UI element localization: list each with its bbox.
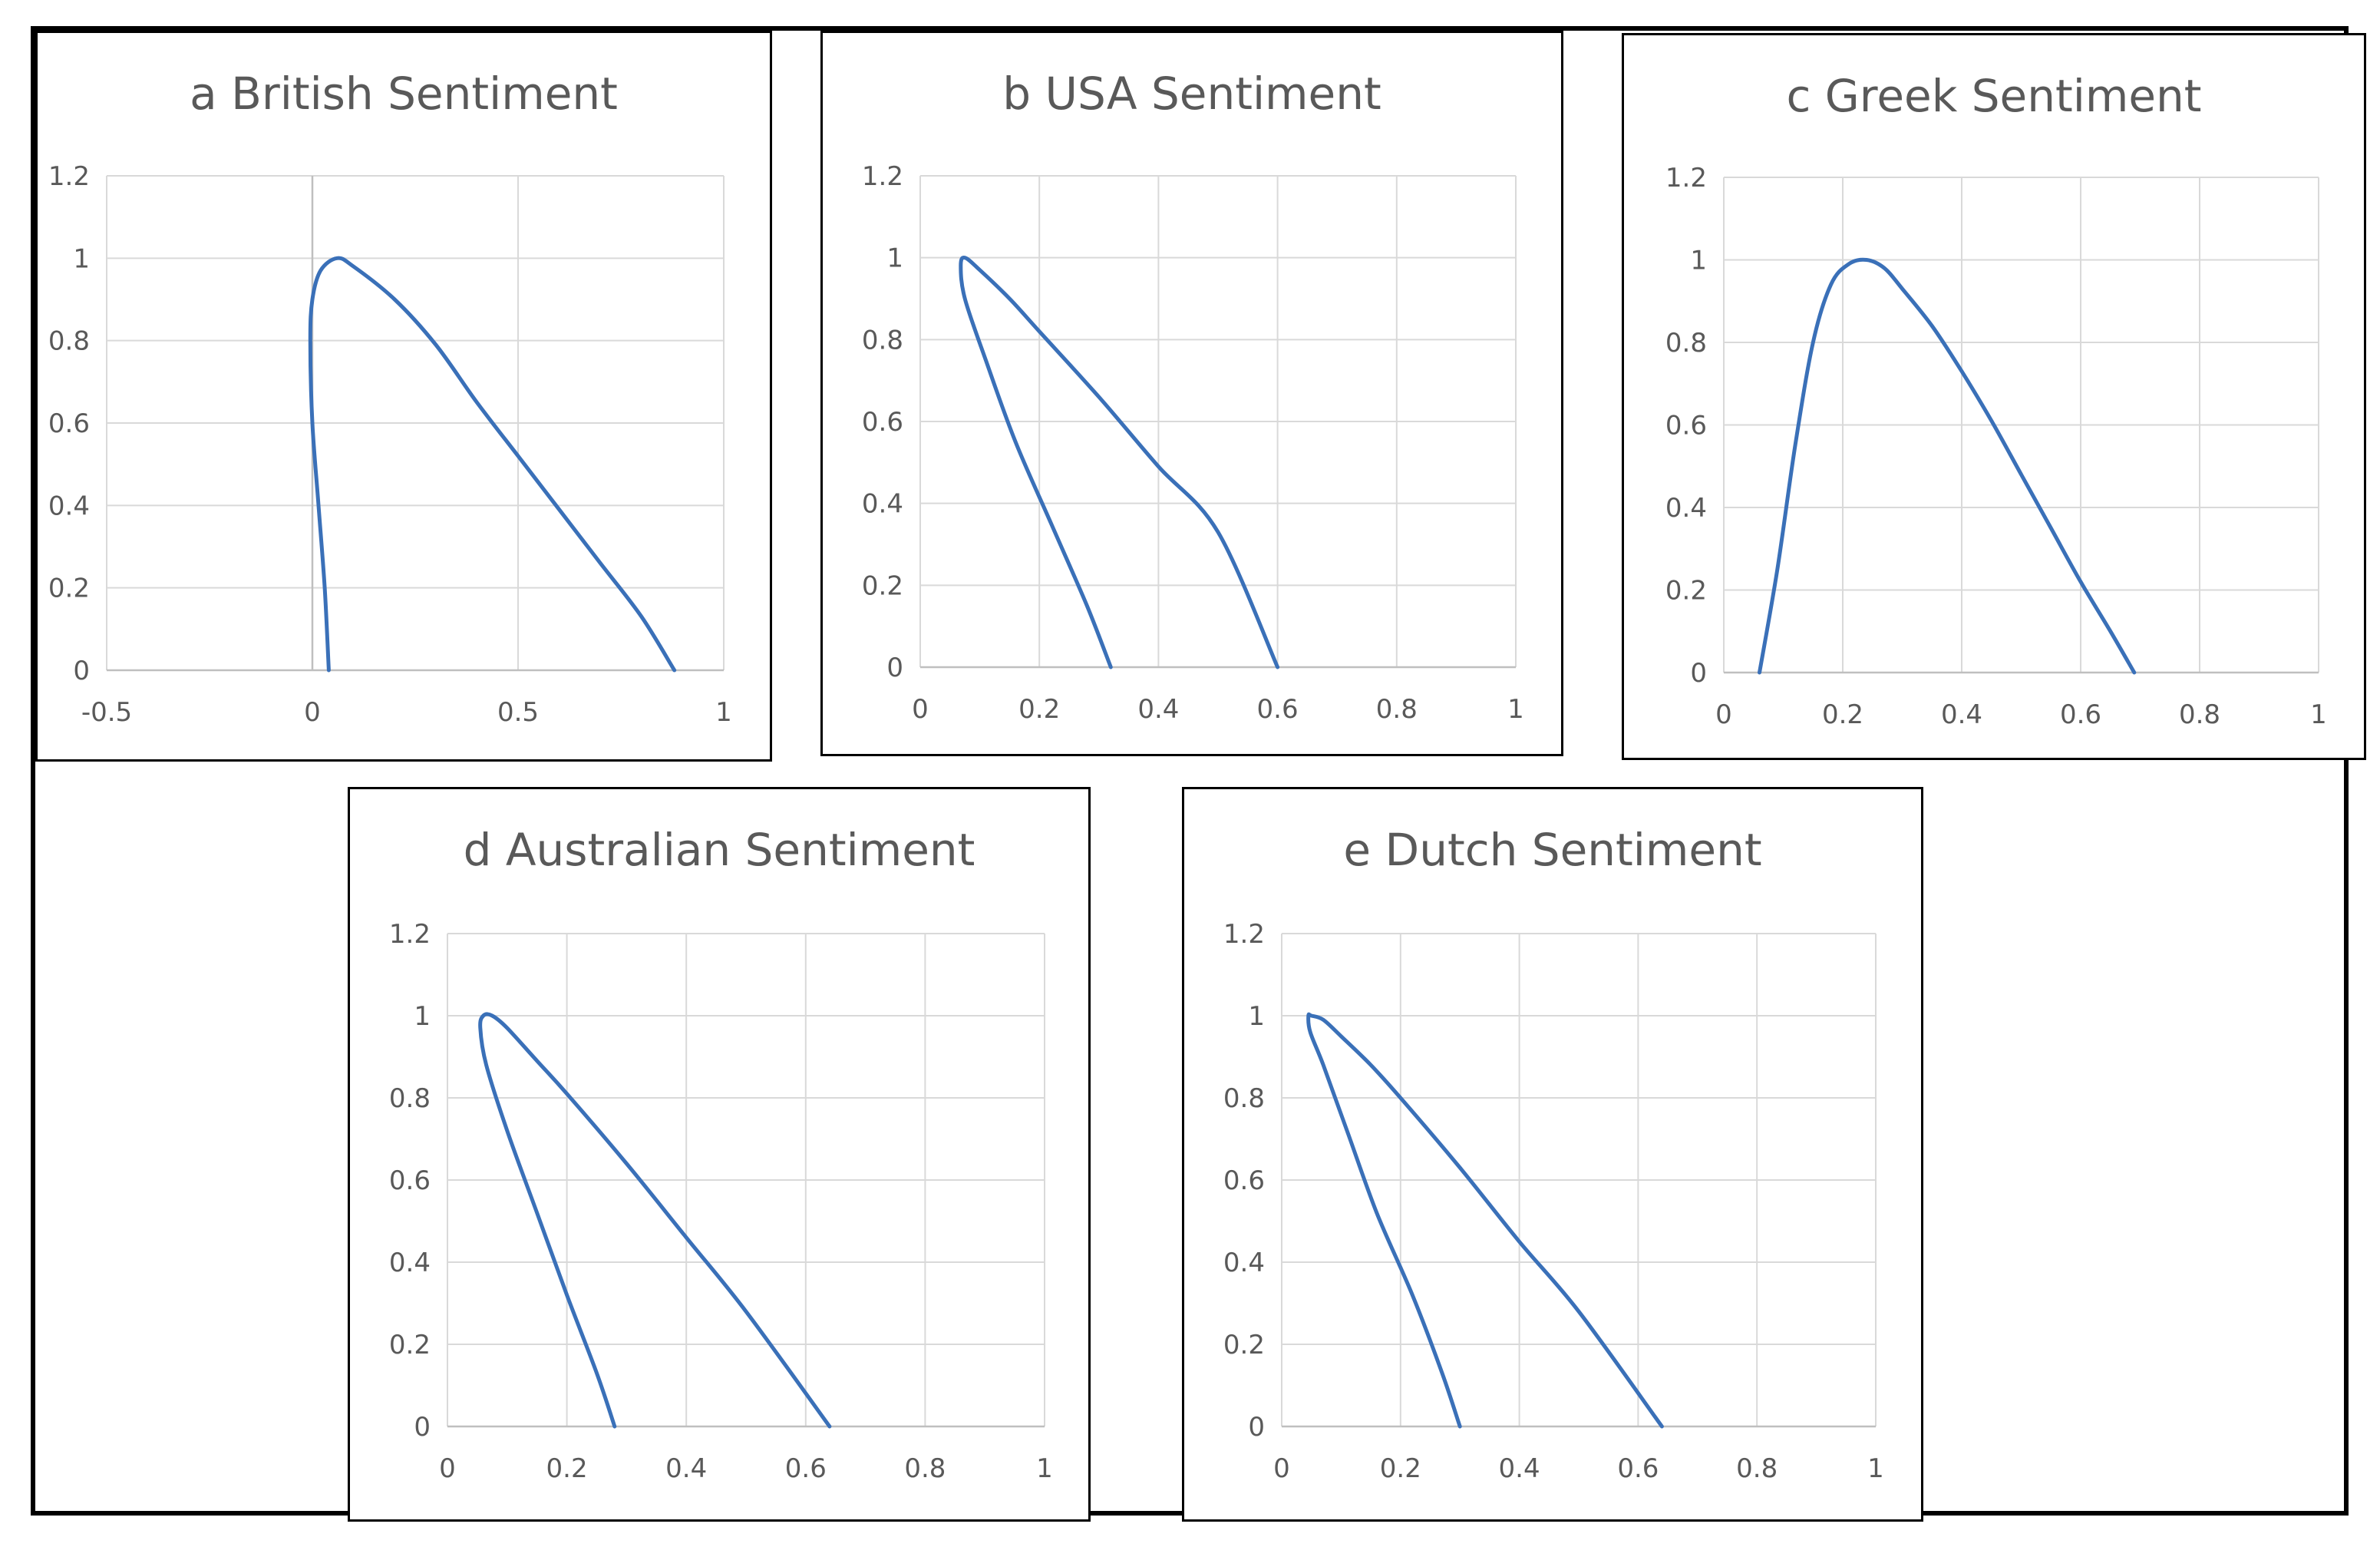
y-tick-label: 1 [1690, 246, 1707, 276]
chart-title-b: b USA Sentiment [1002, 68, 1381, 120]
y-tick-label: 0.6 [48, 408, 90, 439]
x-tick-label: 1 [1036, 1453, 1053, 1484]
panel-b: b USA Sentiment 0 0.2 0.4 0.6 0.8 1 0 0.2 0.4 0.6… [820, 31, 1563, 756]
chart-d: 0 0.2 0.4 0.6 0.8 1 0 0.2 0.4 0.6 0.8 1 1.2 [389, 919, 1053, 1484]
y-tick-label: 1 [414, 1001, 431, 1032]
y-tick-label: 0.4 [1665, 493, 1707, 524]
y-tick-label: 1 [1248, 1001, 1265, 1032]
y-tick-label: 0.8 [862, 325, 903, 355]
y-tick-label: 0 [886, 653, 903, 683]
chart-title-e: e Dutch Sentiment [1343, 824, 1762, 876]
panel-d: d Australian Sentiment 0 0.2 0.4 0.6 0.8 1 0 0.… [348, 787, 1091, 1522]
y-tick-label: 0 [1690, 658, 1707, 689]
x-tick-label: 0 [1715, 699, 1732, 730]
y-tick-label: 1.2 [48, 161, 90, 192]
x-tick-label: 0.4 [665, 1453, 707, 1484]
y-tick-label: 0.2 [48, 574, 90, 604]
chart-e: 0 0.2 0.4 0.6 0.8 1 0 0.2 0.4 0.6 0.8 1 1.2 [1223, 919, 1884, 1484]
x-tick-label: -0.5 [81, 697, 132, 728]
y-tick-label: 0.8 [48, 326, 90, 357]
x-tick-label: 1 [715, 697, 732, 728]
x-tick-label: 0.2 [1822, 699, 1863, 730]
y-tick-label: 1.2 [389, 919, 431, 950]
y-tick-label: 0.4 [862, 489, 903, 520]
x-tick-label: 0.6 [1617, 1453, 1659, 1484]
x-tick-label: 0 [912, 694, 929, 725]
y-tick-label: 0.4 [389, 1248, 431, 1278]
chart-title-d: d Australian Sentiment [463, 824, 975, 876]
y-tick-label: 0.6 [389, 1165, 431, 1196]
panel-e: e Dutch Sentiment 0 0.2 0.4 0.6 0.8 1 0 0.2 0.4 0… [1182, 787, 1923, 1522]
y-tick-label: 0.2 [1665, 576, 1707, 607]
x-tick-label: 0 [304, 697, 321, 728]
y-tick-label: 0.6 [1223, 1165, 1265, 1196]
series-line [959, 256, 1280, 669]
series-line [478, 1012, 832, 1429]
y-tick-label: 0.2 [1223, 1330, 1265, 1360]
y-tick-label: 0.2 [862, 570, 903, 601]
series-line [1758, 257, 2137, 675]
y-tick-label: 1 [886, 243, 903, 274]
x-tick-label: 0.4 [1499, 1453, 1540, 1484]
y-tick-label: 0.8 [389, 1083, 431, 1114]
panel-a: a British Sentiment -0.5 0 0.5 1 0 0.2 0.4 0.6 0… [35, 31, 772, 762]
y-tick-label: 0.2 [389, 1330, 431, 1360]
x-tick-label: 0 [439, 1453, 456, 1484]
x-tick-label: 0.4 [1137, 694, 1179, 725]
x-tick-label: 0.6 [2060, 699, 2101, 730]
y-tick-label: 1.2 [862, 161, 903, 192]
y-tick-label: 0.8 [1665, 328, 1707, 359]
x-tick-label: 1 [2310, 699, 2327, 730]
x-tick-label: 1 [1867, 1453, 1884, 1484]
chart-b: 0 0.2 0.4 0.6 0.8 1 0 0.2 0.4 0.6 0.8 1 1.2 [862, 161, 1524, 725]
y-tick-label: 0.6 [1665, 411, 1707, 441]
y-tick-label: 1.2 [1665, 163, 1707, 193]
x-tick-label: 0.2 [1380, 1453, 1421, 1484]
panel-c: c Greek Sentiment 0 0.2 0.4 0.6 0.8 1 0 0.2 0.4 0… [1622, 33, 2366, 760]
x-tick-label: 0.5 [497, 697, 539, 728]
series-line [308, 256, 677, 673]
x-tick-label: 0.2 [546, 1453, 588, 1484]
chart-c: 0 0.2 0.4 0.6 0.8 1 0 0.2 0.4 0.6 0.8 1 1.2 [1665, 163, 2327, 730]
x-tick-label: 0.8 [1376, 694, 1418, 725]
y-tick-label: 1.2 [1223, 919, 1265, 950]
y-tick-label: 0 [414, 1412, 431, 1443]
y-tick-label: 1 [73, 243, 90, 274]
x-tick-label: 0.4 [1941, 699, 1982, 730]
x-tick-label: 0.2 [1018, 694, 1060, 725]
series-line [1306, 1012, 1664, 1429]
chart-a: -0.5 0 0.5 1 0 0.2 0.4 0.6 0.8 1 1.2 [48, 161, 732, 728]
y-tick-label: 0.6 [862, 407, 903, 438]
y-tick-label: 0 [1248, 1412, 1265, 1443]
x-tick-label: 0.8 [904, 1453, 946, 1484]
x-tick-label: 0.6 [785, 1453, 827, 1484]
x-tick-label: 0.6 [1257, 694, 1299, 725]
x-tick-label: 0 [1273, 1453, 1290, 1484]
y-tick-label: 0.4 [48, 491, 90, 521]
y-tick-label: 0.8 [1223, 1083, 1265, 1114]
x-tick-label: 0.8 [2179, 699, 2220, 730]
y-tick-label: 0.4 [1223, 1248, 1265, 1278]
y-tick-label: 0 [73, 656, 90, 686]
x-tick-label: 1 [1507, 694, 1524, 725]
chart-title-c: c Greek Sentiment [1786, 70, 2202, 122]
x-tick-label: 0.8 [1736, 1453, 1778, 1484]
chart-title-a: a British Sentiment [190, 68, 618, 120]
